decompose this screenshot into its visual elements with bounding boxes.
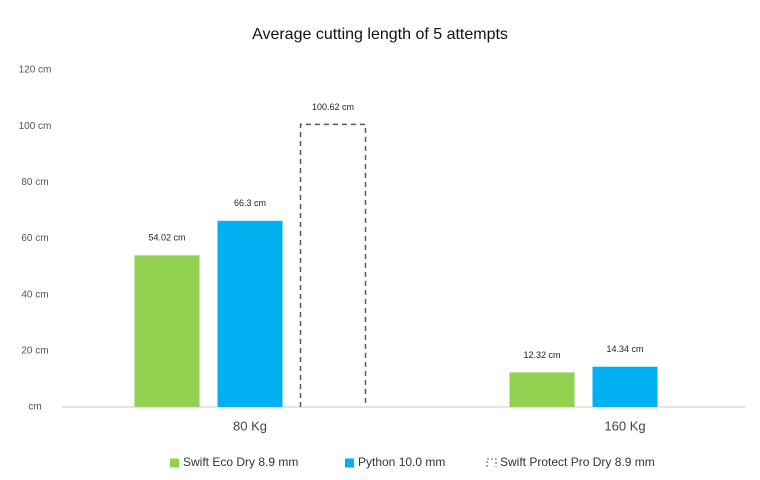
legend-marker: [170, 458, 179, 468]
bar: [299, 123, 367, 407]
bar: [509, 372, 575, 407]
y-tick-label: 80 cm: [21, 177, 48, 188]
bar: [217, 220, 283, 407]
legend-label: Python 10.0 mm: [358, 455, 445, 469]
y-tick-label: 100 cm: [19, 121, 52, 132]
x-tick-label: 80 Kg: [233, 418, 267, 433]
x-tick-label: 160 Kg: [604, 418, 645, 433]
y-tick-label: 20 cm: [21, 345, 48, 356]
value-label: 54.02 cm: [148, 233, 185, 243]
legend-marker: [486, 458, 497, 467]
value-label: 100.62 cm: [312, 102, 354, 112]
y-tick-label: 40 cm: [21, 289, 48, 300]
legend-marker: [345, 458, 354, 468]
bar: [134, 255, 200, 407]
legend-label: Swift Protect Pro Dry 8.9 mm: [500, 455, 655, 469]
value-label: 66.3 cm: [234, 198, 266, 208]
y-tick-label: 120 cm: [19, 65, 52, 76]
y-tick-label: cm: [28, 402, 41, 413]
y-tick-label: 60 cm: [21, 233, 48, 244]
legend-label: Swift Eco Dry 8.9 mm: [183, 455, 298, 469]
value-label: 12.32 cm: [523, 350, 560, 360]
chart-title: Average cutting length of 5 attempts: [252, 26, 508, 43]
value-label: 14.34 cm: [606, 344, 643, 354]
bar: [592, 366, 658, 407]
